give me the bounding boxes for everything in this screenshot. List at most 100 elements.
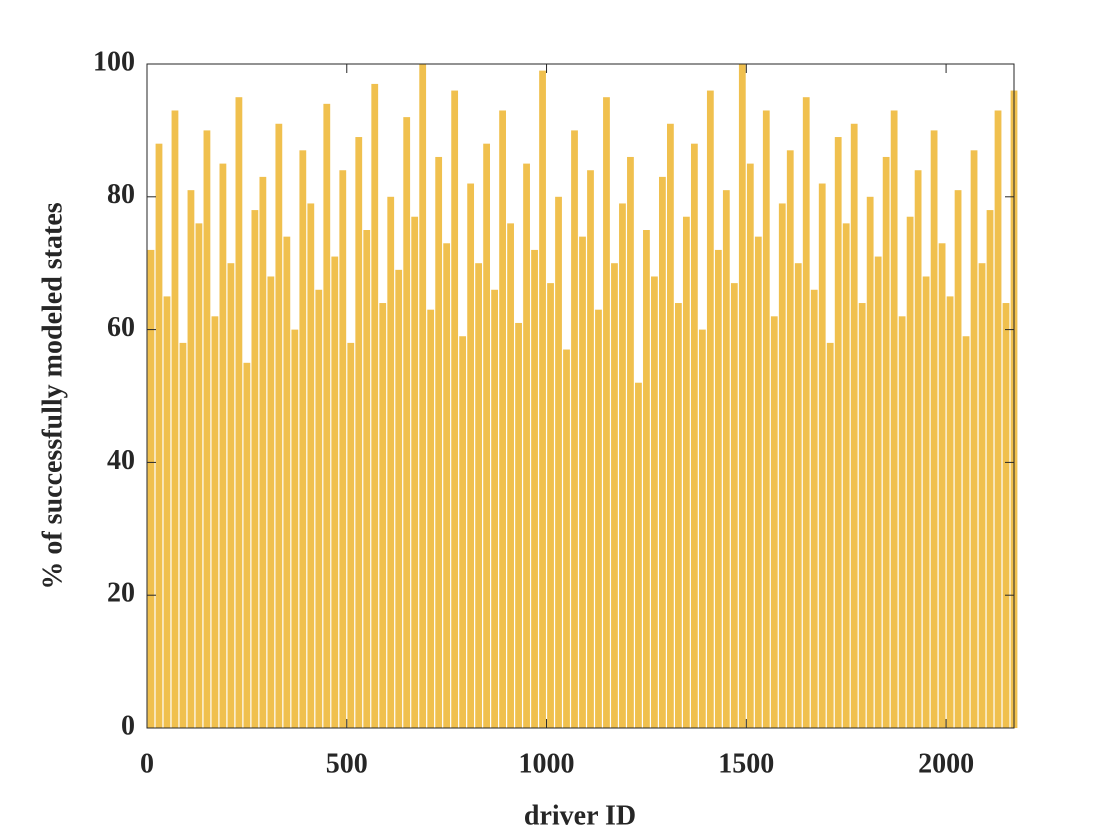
bar: [203, 130, 211, 728]
bar: [834, 137, 842, 729]
bar: [363, 230, 371, 728]
bar: [547, 283, 554, 728]
bar: [770, 316, 778, 728]
bar: [571, 130, 578, 728]
bar: [355, 137, 363, 729]
bar: [962, 336, 970, 728]
bar: [227, 263, 235, 728]
bar: [874, 256, 882, 728]
bar: [211, 316, 219, 728]
bar: [890, 110, 898, 729]
bar: [698, 329, 706, 728]
bar: [994, 110, 1002, 729]
bar: [531, 249, 538, 729]
bar: [419, 64, 427, 728]
bar: [674, 303, 682, 728]
bar: [555, 196, 562, 729]
bar: [882, 156, 890, 728]
bar: [275, 123, 283, 728]
bar: [259, 176, 267, 728]
bar: [171, 110, 179, 729]
bar: [243, 362, 251, 728]
bar: [659, 176, 666, 728]
bar: [970, 150, 978, 728]
bar: [826, 342, 834, 728]
bar: [730, 283, 738, 728]
bar: [499, 110, 506, 729]
bar: [818, 183, 826, 728]
bar: [483, 143, 491, 728]
bar: [291, 329, 299, 728]
bar: [643, 230, 650, 728]
bar: [315, 289, 323, 728]
bar: [251, 210, 259, 728]
bar: [954, 190, 962, 728]
bar: [1002, 303, 1010, 728]
bar: [706, 90, 714, 728]
bar: [347, 342, 355, 728]
bar: [163, 296, 171, 728]
bar: [595, 309, 602, 728]
bar: [515, 322, 522, 728]
bar: [475, 263, 483, 728]
bar: [339, 170, 347, 729]
bar: [786, 150, 794, 728]
bar: [459, 336, 467, 728]
bar: [283, 236, 291, 728]
plot-frame: [146, 63, 1015, 729]
bar: [491, 289, 498, 728]
bar: [587, 170, 594, 729]
bar: [619, 203, 626, 728]
bar: [603, 97, 610, 728]
bar: [411, 216, 419, 728]
bar: [627, 156, 634, 728]
bar: [371, 83, 379, 729]
bar: [403, 117, 411, 729]
bar: [938, 243, 946, 728]
bar: [563, 349, 570, 728]
y-tick-label: 0: [121, 710, 135, 741]
bar: [467, 183, 475, 728]
bar: [754, 236, 762, 728]
bar: [147, 249, 155, 729]
y-tick-label: 20: [107, 578, 135, 609]
bar: [762, 110, 770, 729]
bar: [539, 70, 546, 728]
bar: [986, 210, 994, 728]
bar: [810, 289, 818, 728]
bar: [395, 269, 403, 728]
bar: [387, 196, 395, 729]
bar: [722, 190, 730, 728]
bar: [155, 143, 163, 728]
bar: [435, 156, 443, 728]
bar: [187, 190, 195, 728]
x-axis-label: driver ID: [524, 800, 636, 831]
bar: [858, 303, 866, 728]
bar: [219, 163, 227, 729]
x-tick-label: 0: [140, 748, 154, 779]
bar: [331, 256, 339, 728]
x-tick-label: 500: [326, 748, 368, 779]
bar: [443, 243, 451, 728]
bar: [195, 223, 203, 729]
bar: [946, 296, 954, 728]
bar: [746, 163, 754, 729]
bar: [635, 382, 642, 728]
bar: [267, 276, 275, 728]
bar: [611, 263, 618, 728]
bar: [738, 64, 746, 728]
bar: [794, 263, 802, 728]
bar: [651, 276, 658, 728]
y-tick-label: 60: [107, 312, 135, 343]
bar: [667, 123, 674, 728]
bar: [451, 90, 459, 728]
y-axis-label: % of successfully modeled states: [37, 202, 68, 589]
x-tick-label: 1500: [718, 748, 774, 779]
bar: [914, 170, 922, 729]
bar: [323, 103, 331, 729]
bar: [379, 303, 387, 728]
bar: [179, 342, 187, 728]
bar: [682, 216, 690, 728]
bar: [842, 223, 850, 729]
